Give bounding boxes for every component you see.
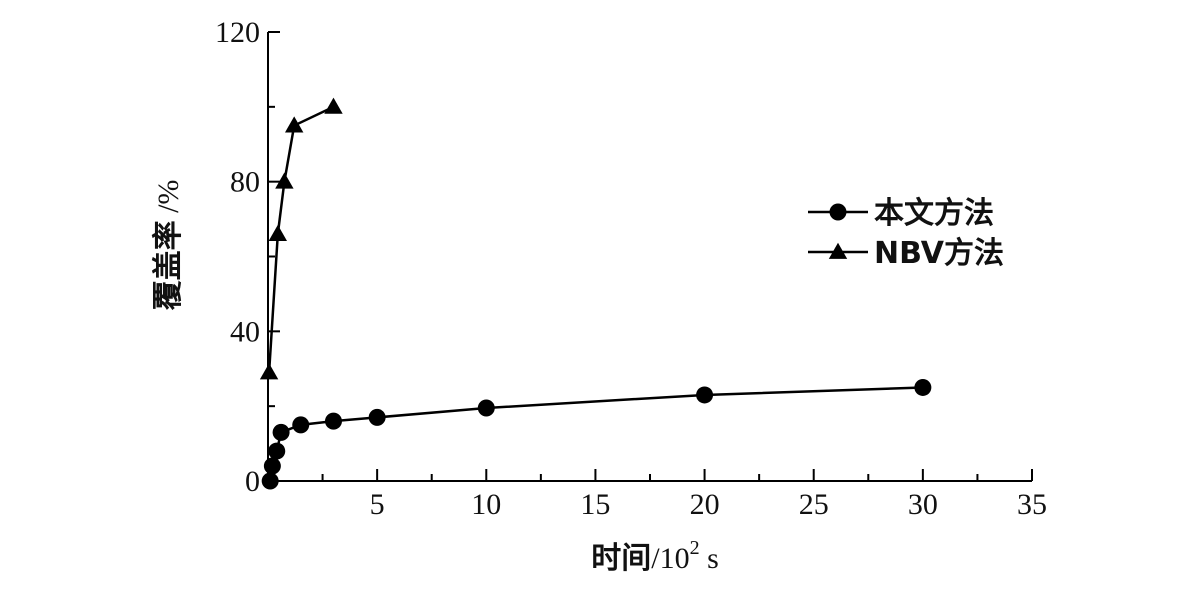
data-point-circle xyxy=(292,416,310,434)
y-axis-unit: /% xyxy=(152,180,185,221)
x-axis-label: 时间 xyxy=(591,541,651,576)
x-tick-label: 15 xyxy=(580,488,610,521)
series-line-1 xyxy=(268,386,923,482)
x-tick-label: 5 xyxy=(370,488,385,521)
x-tick-label: 30 xyxy=(908,488,938,521)
data-point-circle xyxy=(272,423,290,441)
data-point-circle xyxy=(268,442,286,460)
y-axis-title: 覆盖率 /% xyxy=(151,180,186,311)
data-point-circle xyxy=(696,386,714,404)
data-point-circle xyxy=(324,412,342,430)
data-point-triangle xyxy=(324,97,343,114)
legend: 本文方法 NBV方法 xyxy=(808,196,1004,271)
y-axis-label: 覆盖率 xyxy=(151,220,186,310)
legend-label: 本文方法 xyxy=(874,196,994,231)
y-tick-label: 120 xyxy=(215,16,260,49)
data-point-circle xyxy=(263,457,281,475)
x-tick-label: 25 xyxy=(799,488,829,521)
y-tick-label: 0 xyxy=(245,465,260,498)
x-tick-label: 20 xyxy=(690,488,720,521)
x-axis-unit: /10 xyxy=(651,542,689,575)
data-point-circle xyxy=(829,203,847,221)
data-point-triangle xyxy=(828,242,848,259)
data-point-circle xyxy=(261,472,279,490)
series-lines xyxy=(267,105,923,482)
data-point-circle xyxy=(368,408,386,426)
x-axis-unit-exponent: 2 xyxy=(690,537,700,559)
y-tick-label: 40 xyxy=(230,315,260,348)
x-axis-unit-suffix: s xyxy=(700,542,719,575)
x-tick-label: 10 xyxy=(471,488,501,521)
data-point-triangle xyxy=(268,224,288,241)
data-point-triangle xyxy=(284,116,304,133)
x-tick-label: 35 xyxy=(1017,488,1047,521)
y-tick-label: 80 xyxy=(230,166,260,199)
tick-marks xyxy=(267,31,1033,482)
data-point-triangle xyxy=(259,363,279,380)
data-point-circle xyxy=(477,399,495,417)
data-point-circle xyxy=(914,378,932,396)
series-markers xyxy=(259,97,932,490)
x-axis-title: 时间/102 s xyxy=(591,537,719,576)
legend-label: NBV方法 xyxy=(874,236,1004,271)
tick-labels: 0 40 80 120 5 10 15 20 25 30 35 xyxy=(215,16,1047,521)
data-point-triangle xyxy=(275,172,294,189)
